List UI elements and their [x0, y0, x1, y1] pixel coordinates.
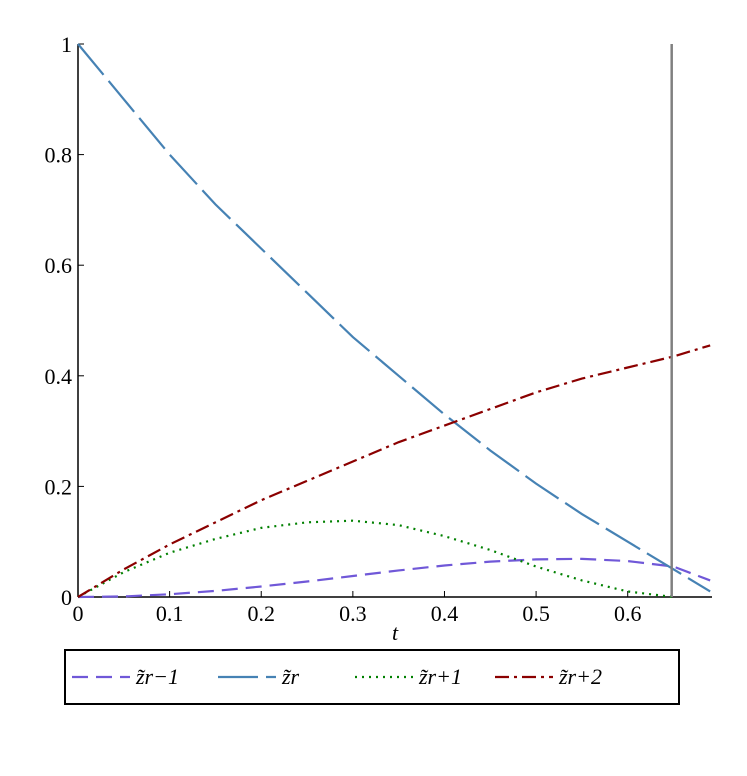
x-tick-label: 0.3 — [339, 601, 367, 626]
y-tick-label: 0 — [61, 585, 72, 610]
y-tick-label: 0.8 — [45, 143, 73, 168]
y-tick-label: 0.6 — [45, 253, 73, 278]
series-line — [77, 344, 711, 598]
x-tick-label: 0.5 — [522, 601, 550, 626]
legend-box — [64, 649, 680, 705]
series-line — [77, 43, 711, 593]
legend-label: z̃r+1 — [418, 664, 462, 689]
y-tick-label: 0.4 — [45, 364, 73, 389]
legend-label: z̃r+2 — [558, 664, 602, 689]
x-tick-label: 0 — [73, 601, 84, 626]
series-line — [77, 519, 674, 599]
series-line — [77, 557, 711, 599]
y-tick-label: 1 — [61, 32, 72, 57]
legend-label: z̃r — [281, 664, 300, 689]
x-tick-label: 0.6 — [614, 601, 642, 626]
y-tick-label: 0.2 — [45, 474, 73, 499]
x-tick-label: 0.4 — [431, 601, 459, 626]
legend-label: z̃r−1 — [135, 664, 179, 689]
x-axis-label: t — [392, 620, 399, 645]
x-tick-label: 0.2 — [247, 601, 275, 626]
x-tick-label: 0.1 — [156, 601, 184, 626]
